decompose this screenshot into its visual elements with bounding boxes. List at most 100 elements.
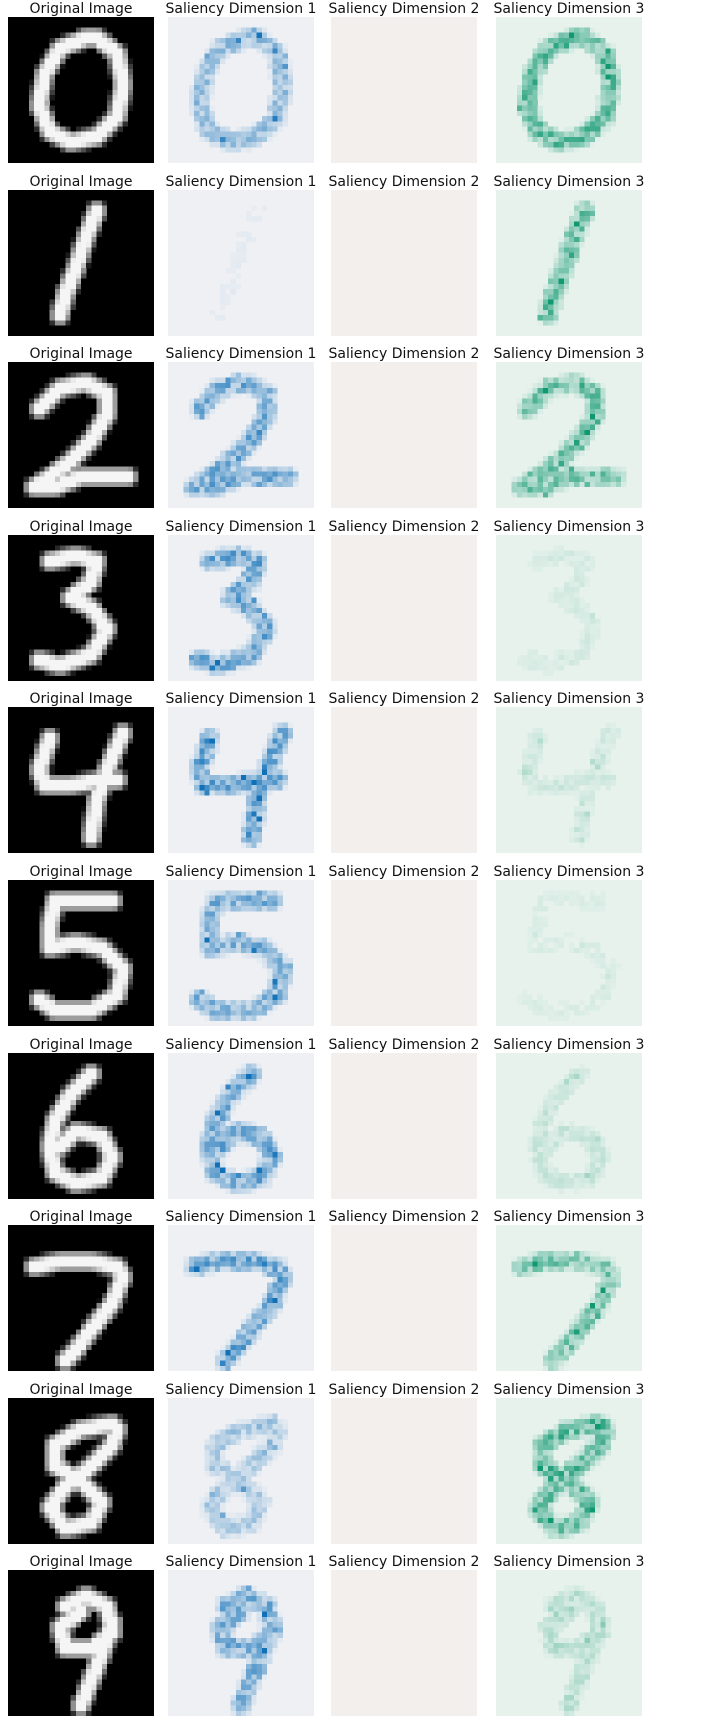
- pixel: [101, 1136, 108, 1142]
- pixel: [277, 963, 283, 969]
- pixel: [230, 581, 236, 588]
- pixel: [537, 466, 544, 472]
- pixel: [220, 299, 226, 305]
- pixel: [600, 780, 606, 786]
- pixel: [214, 461, 221, 467]
- pixel: [569, 1182, 575, 1189]
- pixel: [101, 393, 108, 399]
- pixel: [272, 759, 278, 765]
- pixel: [101, 466, 108, 472]
- pixel: [54, 1256, 61, 1262]
- pixel: [39, 1162, 45, 1168]
- pixel: [70, 1167, 76, 1173]
- pixel: [272, 958, 278, 964]
- pixel: [112, 1277, 118, 1283]
- pixel: [86, 1319, 92, 1325]
- pixel: [60, 126, 66, 132]
- pixel: [65, 1172, 71, 1178]
- pixel: [49, 136, 56, 143]
- pixel: [34, 63, 40, 70]
- pixel: [256, 48, 262, 54]
- pixel: [600, 131, 606, 138]
- pixel: [230, 999, 236, 1006]
- pixel: [194, 126, 200, 132]
- pixel: [235, 780, 242, 786]
- pixel: [548, 1146, 554, 1152]
- pixel: [70, 947, 76, 954]
- pixel: [81, 1355, 87, 1361]
- pixel: [204, 953, 210, 959]
- pixel: [107, 1151, 113, 1157]
- pixel: [204, 659, 210, 666]
- pixel: [277, 471, 283, 478]
- pixel: [86, 32, 92, 38]
- pixel: [54, 790, 61, 797]
- pixel: [553, 43, 559, 49]
- pixel: [81, 555, 87, 561]
- pixel: [563, 1073, 570, 1079]
- pixel: [584, 424, 590, 431]
- pixel: [246, 649, 252, 655]
- pixel: [558, 1015, 564, 1021]
- pixel: [537, 1005, 544, 1011]
- pixel: [563, 1360, 570, 1367]
- pixel: [199, 665, 205, 671]
- pixel: [117, 482, 123, 488]
- pixel: [204, 1156, 210, 1163]
- panel-row0-col2: Saliency Dimension 2: [329, 0, 479, 164]
- pixel: [256, 136, 262, 143]
- pixel: [241, 1256, 247, 1262]
- pixel: [204, 383, 210, 389]
- pixel: [188, 414, 195, 420]
- pixel: [246, 1313, 252, 1320]
- pixel: [127, 973, 134, 980]
- panel-title: Saliency Dimension 1: [165, 1036, 317, 1053]
- pixel: [112, 900, 118, 907]
- pixel: [91, 937, 97, 943]
- pixel: [214, 942, 221, 948]
- pixel: [220, 665, 226, 671]
- pixel: [246, 947, 252, 954]
- pixel: [65, 283, 71, 289]
- pixel: [127, 95, 134, 101]
- pixel: [537, 1141, 544, 1147]
- digit-image: [8, 189, 154, 336]
- pixel: [241, 388, 247, 394]
- pixel: [96, 953, 102, 959]
- pixel: [91, 1010, 97, 1016]
- pixel: [39, 58, 45, 65]
- pixel: [600, 1156, 606, 1163]
- pixel: [96, 832, 102, 838]
- pixel: [272, 1172, 278, 1178]
- pixel: [65, 1109, 71, 1116]
- pixel: [209, 1251, 216, 1257]
- pixel: [558, 383, 564, 389]
- pixel: [542, 1251, 549, 1257]
- pixel: [107, 48, 113, 54]
- pixel: [75, 476, 82, 483]
- pixel: [70, 659, 76, 666]
- pixel: [246, 790, 252, 797]
- pixel: [209, 393, 216, 399]
- pixel: [267, 1319, 273, 1325]
- pixel: [610, 74, 617, 80]
- pixel: [522, 492, 528, 498]
- pixel: [287, 69, 294, 75]
- pixel: [220, 43, 226, 49]
- pixel: [107, 633, 113, 640]
- pixel: [256, 1251, 262, 1257]
- pixel: [241, 790, 247, 797]
- pixel: [214, 1005, 221, 1011]
- pixel: [44, 769, 50, 776]
- pixel: [204, 906, 210, 912]
- pixel: [112, 58, 118, 65]
- pixel: [199, 482, 205, 488]
- pixel: [91, 1266, 97, 1273]
- pixel: [532, 764, 538, 771]
- pixel: [230, 48, 236, 54]
- pixel: [86, 633, 92, 640]
- pixel: [235, 388, 242, 394]
- pixel: [39, 131, 45, 138]
- pixel: [256, 445, 262, 451]
- pixel: [214, 393, 221, 399]
